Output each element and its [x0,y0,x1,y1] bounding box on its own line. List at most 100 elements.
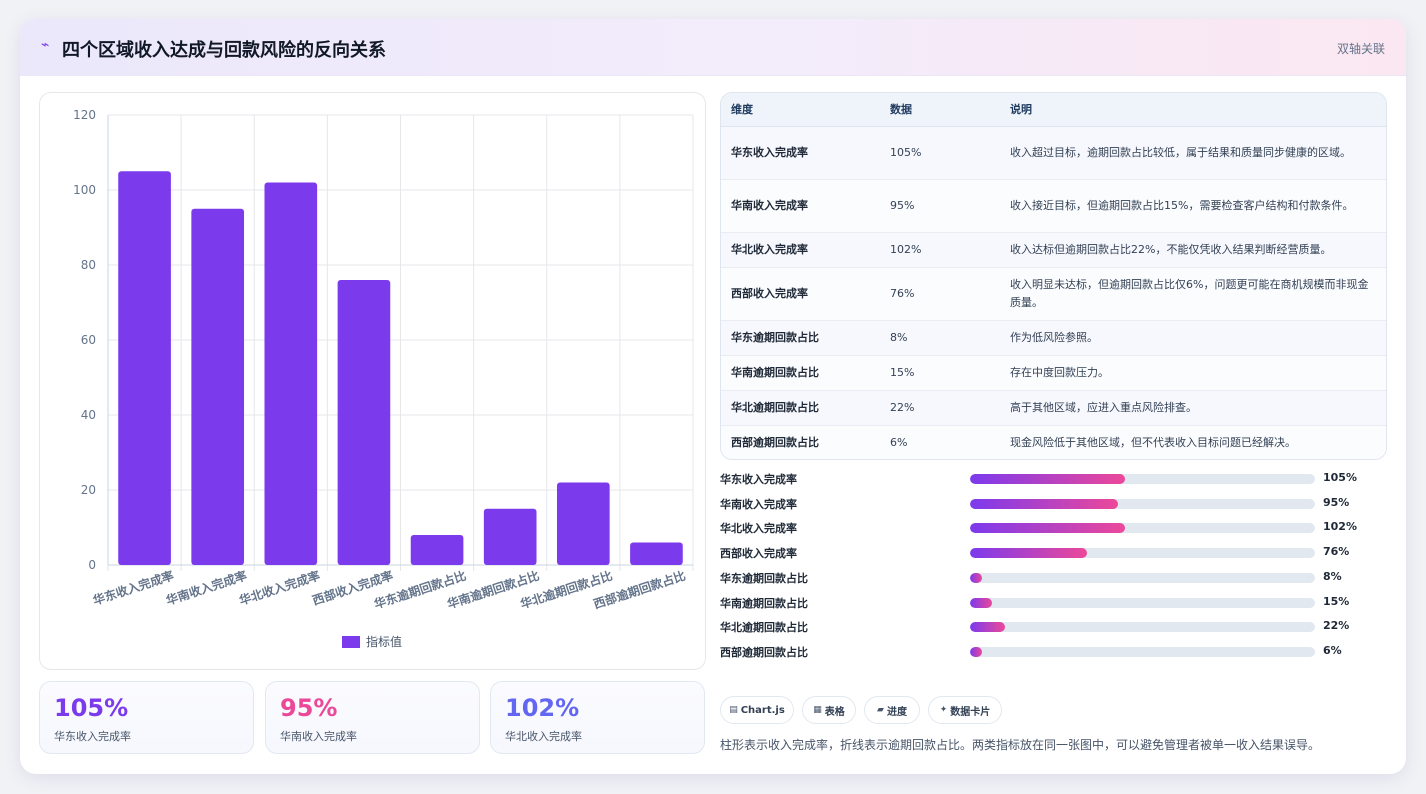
column-header: 维度 [721,93,880,127]
cell-desc: 现金风险低于其他区域，但不代表收入目标问题已经解决。 [1010,435,1296,449]
progress-row: 华东收入完成率 105% [720,469,1387,489]
cell-value: 76% [880,267,1000,321]
bar-chart-panel: 0 20 40 60 80 100 120 华东收入完成率 华南收入完成率 华北收入完成率 西部收入… [39,92,706,670]
cell-desc: 收入超过目标，逾期回款占比较低，属于结果和质量同步健康的区域。 [1000,126,1386,180]
table-row: 华东收入完成率 105% 收入超过目标，逾期回款占比较低，属于结果和质量同步健康… [721,126,1386,180]
progress-value: 6% [1323,644,1342,657]
y-tick-label: 80 [81,258,96,272]
progress-label: 华南收入完成率 [720,498,797,511]
progress-value: 102% [1323,520,1357,533]
progress-row: 华南收入完成率 95% [720,494,1387,514]
progress-fill [970,622,1005,632]
dual-axis-badge: 双轴关联 [1336,42,1385,56]
x-tick-label: 华北收入完成率 [237,568,322,608]
progress-track [970,499,1315,509]
progress-label: 华南逾期回款占比 [720,597,808,610]
table-row: 西部逾期回款占比 6% 现金风险低于其他区域，但不代表收入目标问题已经解决。 [721,425,1386,459]
cell-dim: 华南逾期回款占比 [721,355,880,391]
data-table: 维度 数据 说明 华东收入完成率 105% 收入超过目标，逾期回款占比较低，属于… [720,92,1387,460]
progress-track [970,474,1315,484]
x-tick-label: 华东收入完成率 [91,568,176,608]
progress-track [970,548,1315,558]
y-tick-label: 0 [88,558,96,572]
chart-note: 柱形表示收入完成率，折线表示逾期回款占比。两类指标放在同一张图中，可以避免管理者… [720,738,1321,752]
column-header: 说明 [1000,93,1386,127]
bar [264,182,318,565]
bar-chart: 020406080100120华东收入完成率华南收入完成率华北收入完成率西部收入… [73,108,694,649]
tag-label: 表格 [824,706,845,718]
progress-track [970,523,1315,533]
kpi-value: 105% [54,694,129,722]
cell-dim: 华东收入完成率 [721,126,880,180]
table-row: 华南收入完成率 95% 收入接近目标，但逾期回款占比15%，需要检查客户结构和付… [721,179,1386,233]
progress-fill [970,598,993,608]
sparkle-icon: ✦ [939,705,948,715]
dashboard-card: ⌁ 四个区域收入达成与回款风险的反向关系 双轴关联 0 20 40 60 80 100 12… [20,19,1406,774]
kpi-label: 华东收入完成率 [54,730,131,743]
legend-swatch [342,636,360,648]
progress-fill [970,647,983,657]
table-header-row: 维度 数据 说明 [721,93,1386,127]
table-row: 西部收入完成率 76% 收入明显未达标，但逾期回款占比仅6%，问题更可能在商机规… [721,267,1386,321]
tag-progress[interactable]: ▰ 进度 [864,696,920,724]
tag-chartjs[interactable]: ▤ Chart.js [720,696,794,724]
progress-value: 22% [1323,619,1350,632]
bar [483,508,537,565]
y-tick-label: 100 [73,183,96,197]
bar [556,482,610,565]
progress-row: 华南逾期回款占比 15% [720,593,1387,613]
x-tick-label: 华南收入完成率 [164,568,249,608]
column-header: 数据 [880,93,1000,127]
progress-value: 8% [1323,570,1342,583]
progress-value: 76% [1323,545,1350,558]
progress-fill [970,548,1088,558]
progress-fill [970,474,1126,484]
y-tick-label: 60 [81,333,96,347]
table-row: 华北收入完成率 102% 收入达标但逾期回款占比22%，不能仅凭收入结果判断经营… [721,232,1386,268]
bar [337,280,391,565]
trend-icon: ⌁ [41,37,50,53]
cell-value: 8% [880,320,1000,356]
tag-table[interactable]: ▦ 表格 [802,696,856,724]
progress-value: 105% [1323,471,1357,484]
bar [191,208,245,565]
bar [630,542,683,565]
progress-value: 15% [1323,595,1350,608]
cell-dim: 西部收入完成率 [721,267,880,321]
cell-desc: 高于其他区域，应进入重点风险排查。 [1000,390,1386,426]
progress-label: 西部逾期回款占比 [720,646,808,659]
progress-row: 华东逾期回款占比 8% [720,568,1387,588]
table-row: 华南逾期回款占比 15% 存在中度回款压力。 [721,355,1386,391]
cell-desc: 作为低风险参照。 [1000,320,1386,356]
kpi-card: 95% 华南收入完成率 [265,681,480,754]
table-icon: ▦ [813,705,822,715]
progress-fill [970,523,1126,533]
cell-dim: 华北收入完成率 [721,232,880,268]
progress-track [970,622,1315,632]
cell-desc: 收入明显未达标，但逾期回款占比仅6%，问题更可能在商机规模而非现金质量。 [1000,267,1386,321]
cell-dim: 华东逾期回款占比 [721,320,880,356]
y-tick-label: 20 [81,483,96,497]
kpi-card: 105% 华东收入完成率 [39,681,254,754]
tag-data-card[interactable]: ✦ 数据卡片 [928,696,1002,724]
cell-value: 102% [880,232,1000,268]
progress-value: 95% [1323,496,1350,509]
cell-value: 6% [890,435,908,449]
y-tick-label: 120 [73,108,96,122]
table-row: 华东逾期回款占比 8% 作为低风险参照。 [721,320,1386,356]
kpi-value: 102% [505,694,580,722]
progress-row: 西部逾期回款占比 6% [720,642,1387,662]
progress-row: 华北逾期回款占比 22% [720,617,1387,637]
progress-label: 华东收入完成率 [720,473,797,486]
cell-value: 22% [880,390,1000,426]
kpi-value: 95% [280,694,338,722]
progress-fill [970,573,983,583]
cell-value: 15% [880,355,1000,391]
progress-icon: ▰ [877,705,884,715]
kpi-card: 102% 华北收入完成率 [490,681,705,754]
progress-track [970,598,1315,608]
cell-dim: 华南收入完成率 [721,179,880,233]
header: ⌁ 四个区域收入达成与回款风险的反向关系 双轴关联 [20,19,1406,76]
progress-label: 华东逾期回款占比 [720,572,808,585]
kpi-label: 华北收入完成率 [505,730,582,743]
